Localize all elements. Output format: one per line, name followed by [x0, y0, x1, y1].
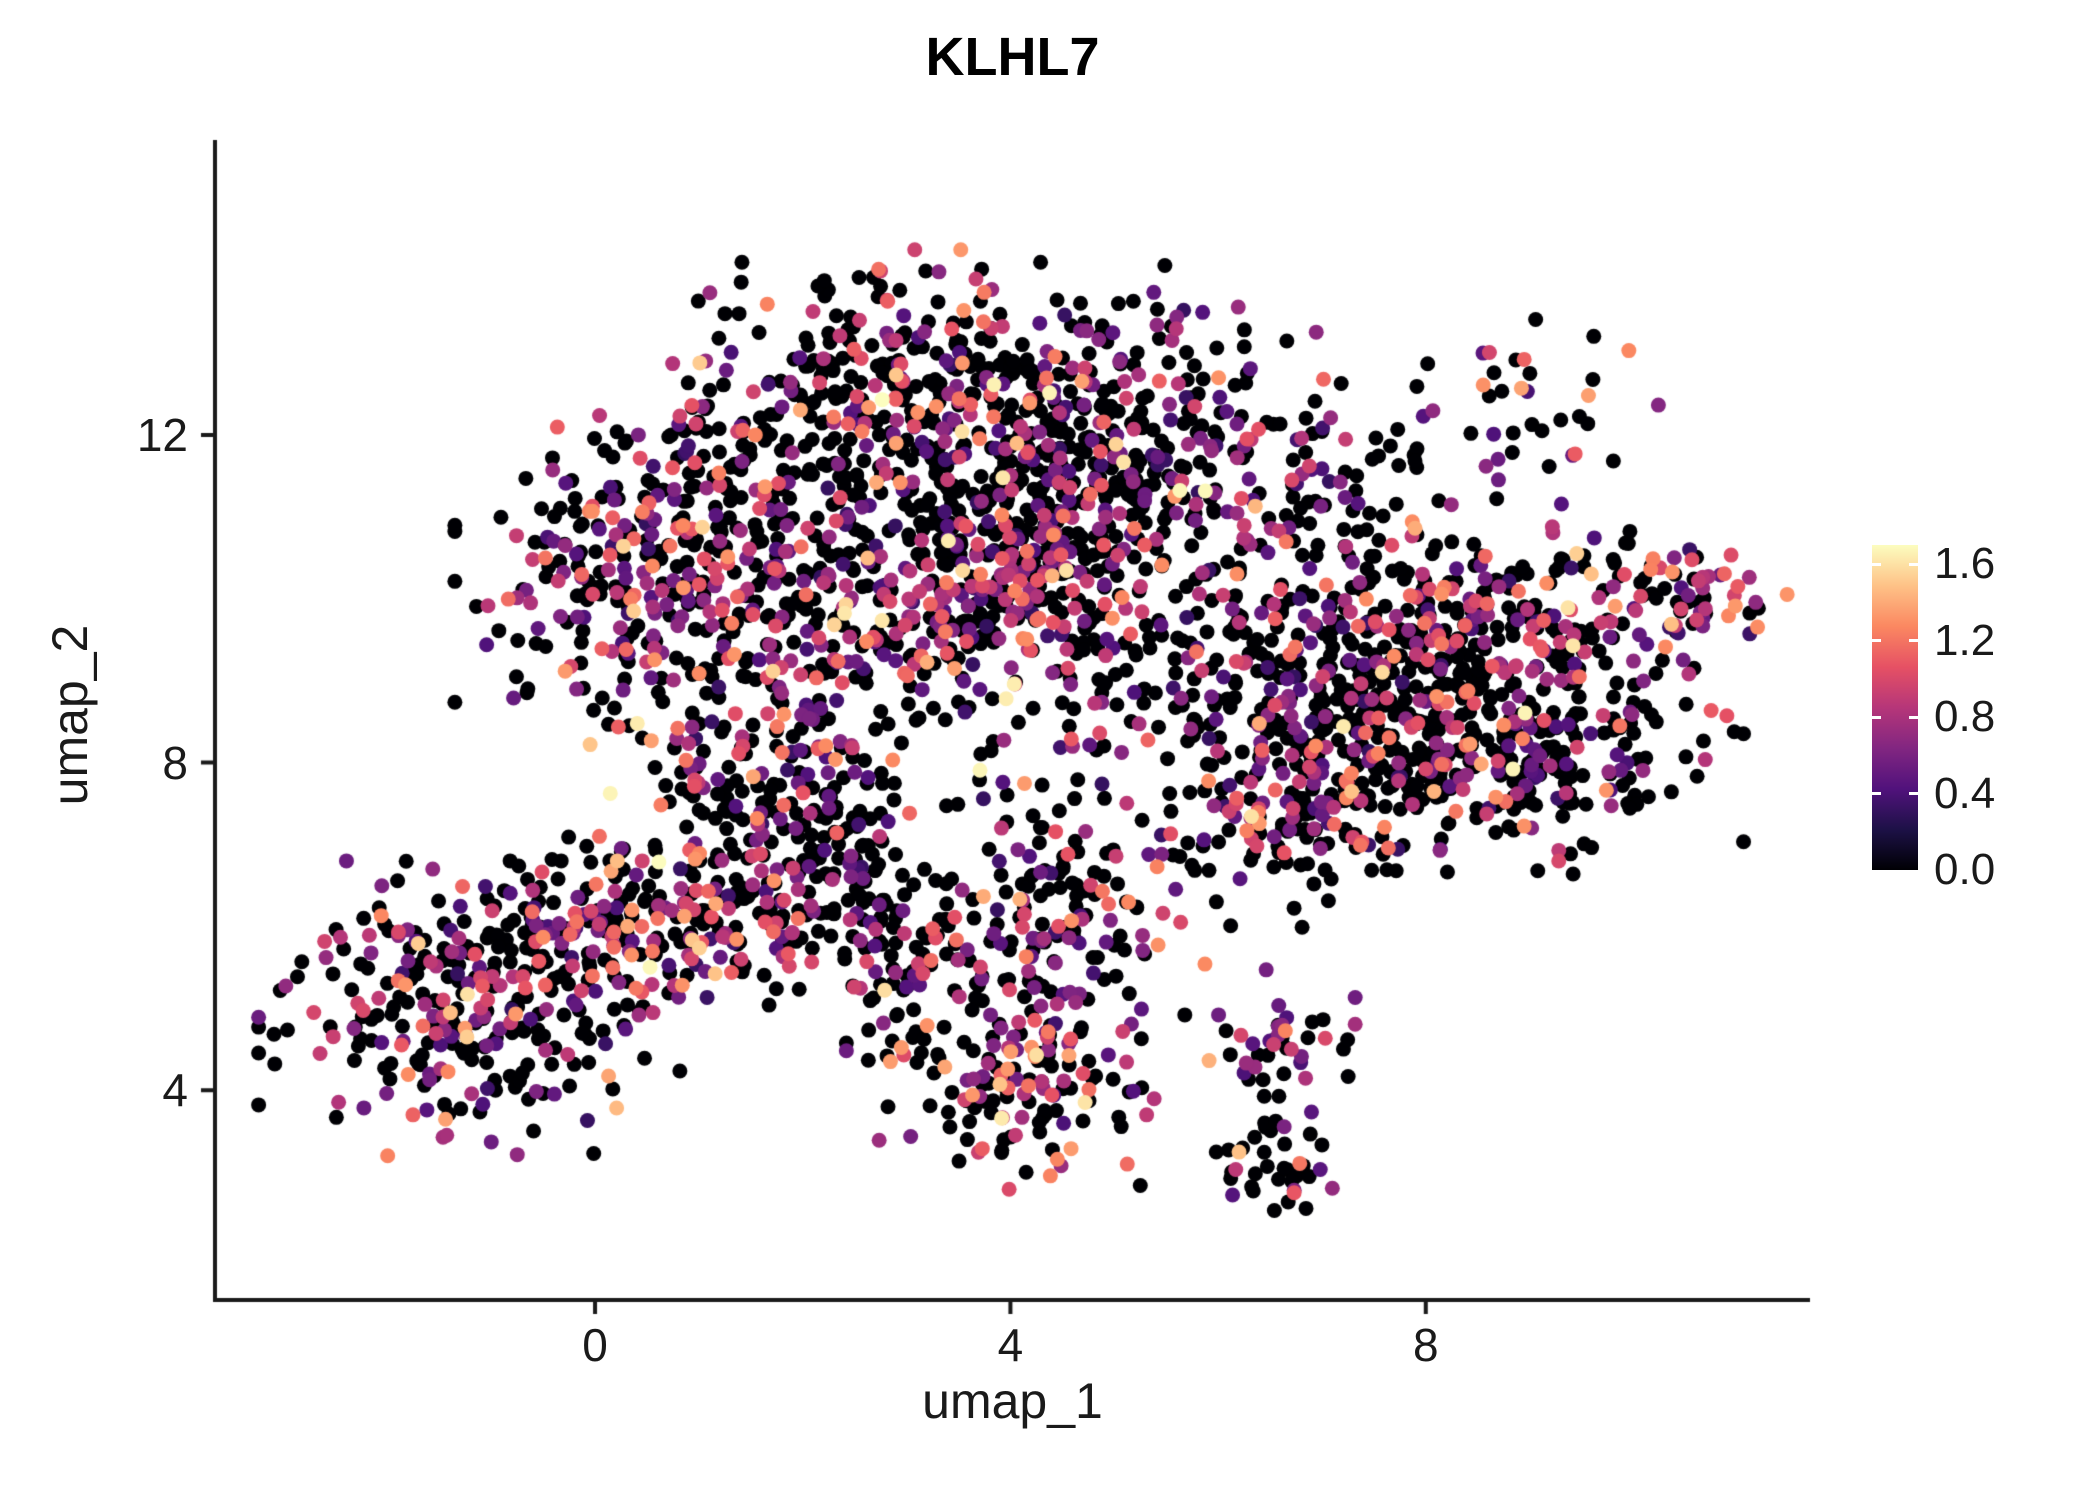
colorbar-tick-mark	[1872, 562, 1881, 566]
y-tick-label: 8	[162, 736, 188, 789]
plot-title: KLHL7	[925, 27, 1100, 87]
colorbar-tick-label: 0.0	[1934, 845, 1996, 894]
colorbar-tick-mark	[1909, 715, 1918, 719]
x-tick-label: 8	[1412, 1319, 1439, 1371]
y-tick-label: 12	[136, 408, 188, 461]
colorbar-tick-mark	[1872, 792, 1881, 796]
colorbar-tick-label: 1.6	[1934, 539, 1996, 589]
colorbar-tick-mark	[1909, 562, 1918, 566]
colorbar-legend: 1.6 1.2 0.8 0.4 0.0	[1872, 542, 1995, 892]
x-tick-label: 4	[997, 1319, 1024, 1371]
colorbar-gradient	[1872, 545, 1918, 870]
x-tick-label: 0	[582, 1319, 608, 1371]
colorbar-tick-mark	[1909, 792, 1918, 796]
colorbar-tick-mark	[1872, 715, 1881, 719]
x-axis-label: umap_1	[922, 1373, 1103, 1429]
colorbar-tick-mark	[1872, 639, 1881, 643]
colorbar-tick-label: 1.2	[1934, 615, 1996, 665]
colorbar-tick-mark	[1909, 639, 1918, 643]
colorbar-tick-label: 0.4	[1934, 768, 1996, 818]
y-tick-label: 4	[162, 1064, 188, 1117]
colorbar-tick-label: 0.8	[1934, 692, 1996, 742]
